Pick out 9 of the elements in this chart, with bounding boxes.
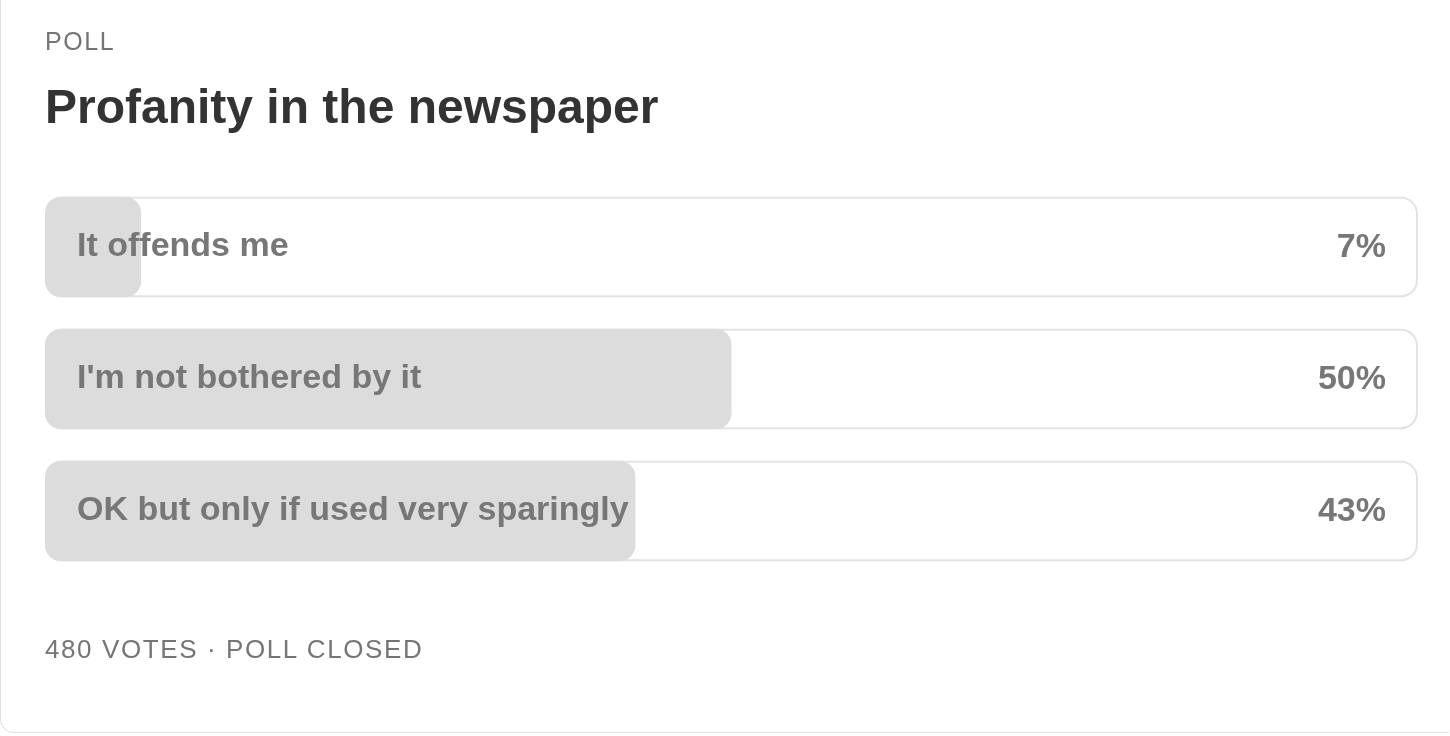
data-label: 43% xyxy=(1317,490,1386,529)
y-tick-label: It offends me xyxy=(77,225,289,264)
y-tick-label: OK but only if used very sparingly xyxy=(77,489,629,528)
data-label: 7% xyxy=(1336,226,1386,265)
text: 480 VOTES · POLL CLOSED xyxy=(45,634,424,664)
data-label: 50% xyxy=(1317,358,1386,397)
chart-title: Profanity in the newspaper xyxy=(45,79,659,135)
text: POLL xyxy=(45,27,116,55)
y-tick-label: I'm not bothered by it xyxy=(77,357,422,396)
